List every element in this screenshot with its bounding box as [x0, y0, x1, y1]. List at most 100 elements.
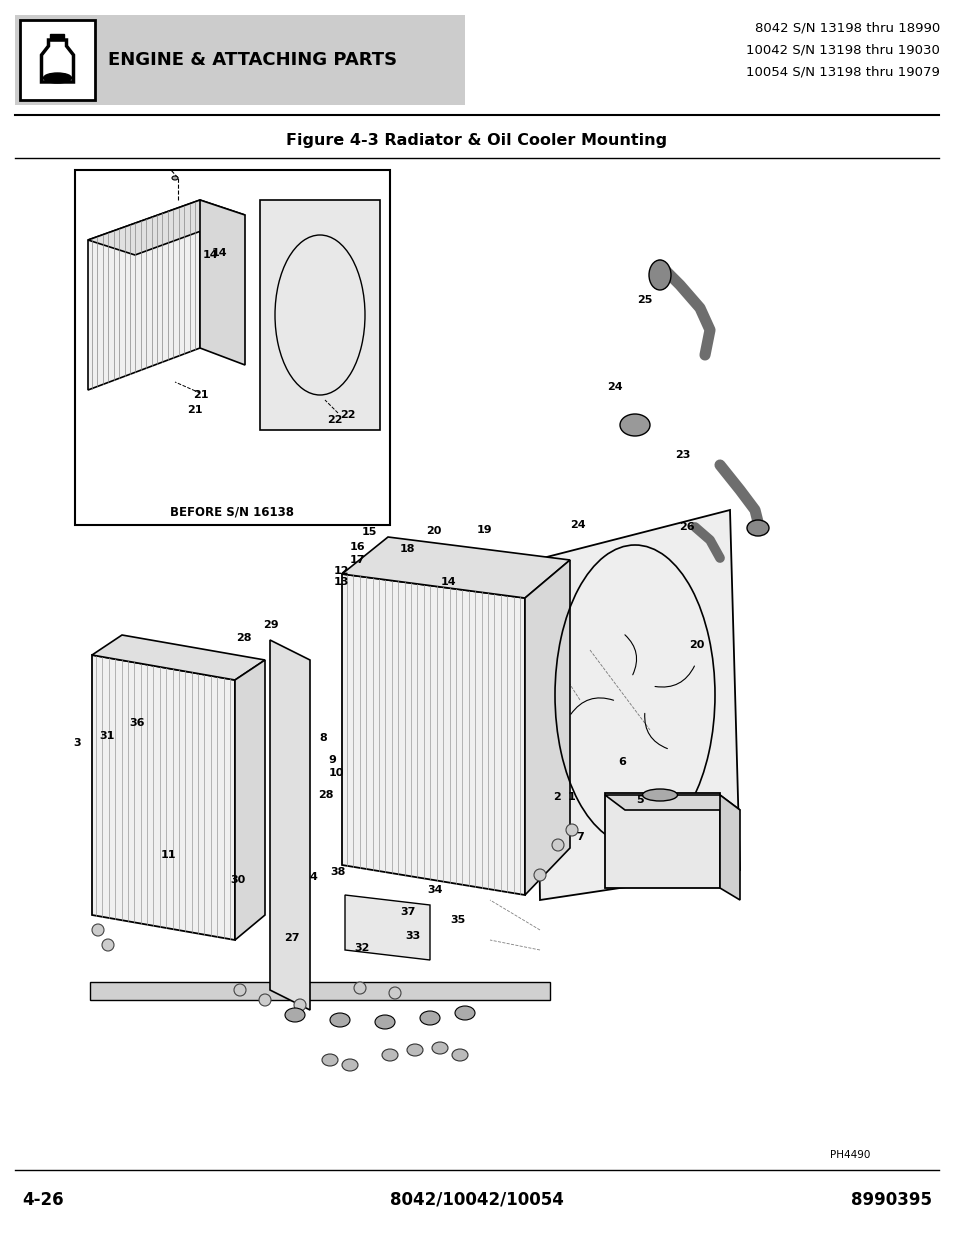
- Polygon shape: [200, 200, 245, 366]
- Polygon shape: [260, 200, 379, 430]
- Text: 13: 13: [333, 577, 349, 587]
- Text: 21: 21: [193, 390, 209, 400]
- Ellipse shape: [330, 1013, 350, 1028]
- Circle shape: [258, 994, 271, 1007]
- Text: 16: 16: [350, 542, 365, 552]
- Ellipse shape: [746, 520, 768, 536]
- Ellipse shape: [322, 1053, 337, 1066]
- Circle shape: [294, 999, 306, 1011]
- Text: 15: 15: [361, 527, 376, 537]
- Ellipse shape: [455, 1007, 475, 1020]
- Ellipse shape: [407, 1044, 422, 1056]
- Text: 11: 11: [160, 850, 175, 860]
- Ellipse shape: [452, 1049, 468, 1061]
- Polygon shape: [345, 895, 430, 960]
- Text: 34: 34: [427, 885, 442, 895]
- Text: 28: 28: [236, 634, 252, 643]
- Circle shape: [389, 987, 400, 999]
- Polygon shape: [91, 655, 234, 940]
- Text: 10042 S/N 13198 thru 19030: 10042 S/N 13198 thru 19030: [745, 43, 939, 57]
- Text: 1: 1: [568, 792, 576, 802]
- Text: 14: 14: [440, 577, 456, 587]
- Polygon shape: [42, 40, 73, 82]
- Text: 19: 19: [476, 525, 493, 535]
- Polygon shape: [88, 200, 200, 390]
- Polygon shape: [270, 640, 310, 1010]
- Bar: [51, 35, 65, 40]
- Ellipse shape: [381, 1049, 397, 1061]
- Ellipse shape: [619, 414, 649, 436]
- Text: 6: 6: [618, 757, 625, 767]
- Circle shape: [552, 839, 563, 851]
- Text: 29: 29: [263, 620, 278, 630]
- Text: 21: 21: [187, 405, 203, 415]
- Polygon shape: [524, 559, 569, 895]
- Text: 20: 20: [689, 640, 704, 650]
- Text: 27: 27: [284, 932, 299, 944]
- Text: 33: 33: [405, 931, 420, 941]
- Polygon shape: [341, 574, 524, 895]
- Text: 5: 5: [636, 795, 643, 805]
- Circle shape: [354, 982, 366, 994]
- Text: 37: 37: [400, 906, 416, 918]
- Text: 7: 7: [576, 832, 583, 842]
- Text: 14: 14: [203, 249, 218, 261]
- Text: 4-26: 4-26: [22, 1191, 64, 1209]
- Polygon shape: [91, 635, 265, 680]
- Ellipse shape: [432, 1042, 448, 1053]
- Circle shape: [233, 984, 246, 995]
- Text: 28: 28: [318, 790, 334, 800]
- Text: 9: 9: [328, 755, 335, 764]
- Bar: [15, 15, 464, 105]
- Text: 10: 10: [328, 768, 343, 778]
- Text: 8042/10042/10054: 8042/10042/10054: [390, 1191, 563, 1209]
- Ellipse shape: [419, 1011, 439, 1025]
- Ellipse shape: [285, 1008, 305, 1023]
- Text: 2: 2: [553, 792, 560, 802]
- Text: 26: 26: [679, 522, 694, 532]
- Text: BEFORE S/N 16138: BEFORE S/N 16138: [171, 505, 294, 519]
- Text: 14: 14: [212, 248, 228, 258]
- Polygon shape: [341, 537, 569, 598]
- Text: 25: 25: [637, 295, 652, 305]
- Text: 36: 36: [129, 718, 145, 727]
- Text: 30: 30: [230, 876, 245, 885]
- Polygon shape: [88, 200, 245, 254]
- Ellipse shape: [641, 789, 677, 802]
- Ellipse shape: [341, 1058, 357, 1071]
- Text: 24: 24: [606, 382, 622, 391]
- Polygon shape: [604, 795, 740, 810]
- Text: 32: 32: [354, 944, 370, 953]
- Text: 23: 23: [675, 450, 690, 459]
- Text: 31: 31: [99, 731, 114, 741]
- Bar: [604, 793, 720, 888]
- Text: 35: 35: [450, 915, 465, 925]
- Text: 8042 S/N 13198 thru 18990: 8042 S/N 13198 thru 18990: [754, 21, 939, 35]
- Polygon shape: [234, 659, 265, 940]
- Ellipse shape: [172, 177, 178, 180]
- Text: 4: 4: [309, 872, 316, 882]
- Text: 8: 8: [319, 734, 327, 743]
- Text: 12: 12: [333, 566, 349, 576]
- Text: 24: 24: [570, 520, 585, 530]
- Ellipse shape: [375, 1015, 395, 1029]
- Text: 20: 20: [426, 526, 441, 536]
- Text: 18: 18: [399, 543, 415, 555]
- Text: ENGINE & ATTACHING PARTS: ENGINE & ATTACHING PARTS: [108, 51, 396, 69]
- Ellipse shape: [44, 73, 71, 83]
- Text: 38: 38: [330, 867, 345, 877]
- Circle shape: [91, 924, 104, 936]
- Bar: [90, 982, 550, 1000]
- Text: 22: 22: [339, 410, 355, 420]
- Text: 10054 S/N 13198 thru 19079: 10054 S/N 13198 thru 19079: [745, 65, 939, 79]
- Text: 17: 17: [349, 555, 364, 564]
- Polygon shape: [720, 795, 740, 900]
- Ellipse shape: [648, 261, 670, 290]
- Bar: [20, 20, 95, 100]
- Text: 8990395: 8990395: [850, 1191, 931, 1209]
- Text: 22: 22: [327, 415, 342, 425]
- Circle shape: [102, 939, 113, 951]
- Bar: [75, 170, 390, 525]
- Polygon shape: [535, 510, 740, 900]
- Circle shape: [565, 824, 578, 836]
